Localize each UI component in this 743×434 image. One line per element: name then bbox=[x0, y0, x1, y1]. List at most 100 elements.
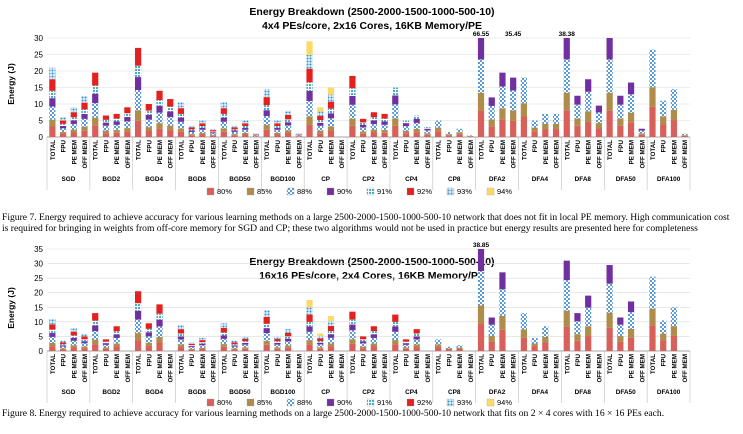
bar-label: FPU bbox=[532, 139, 539, 152]
bar-label: OFF MEM bbox=[125, 140, 132, 169]
bar-segment bbox=[177, 131, 185, 137]
bar-segment bbox=[274, 123, 281, 126]
y-tick-label: 20 bbox=[34, 289, 43, 298]
bar-label: TOTAL bbox=[650, 354, 657, 374]
bar-segment bbox=[113, 337, 120, 344]
bar-segment bbox=[531, 343, 538, 347]
bar-segment bbox=[285, 122, 292, 126]
bar-segment bbox=[638, 130, 645, 134]
bar-segment bbox=[81, 109, 88, 114]
bar-segment bbox=[499, 272, 506, 290]
bar-segment bbox=[445, 349, 452, 351]
bar-segment bbox=[274, 348, 281, 351]
legend-label: 88% bbox=[297, 398, 312, 407]
bar-segment bbox=[349, 104, 356, 119]
bar-label: PE MEM bbox=[200, 140, 207, 164]
bar-segment bbox=[381, 132, 388, 137]
bar-segment bbox=[370, 343, 377, 347]
bar-segment bbox=[349, 311, 356, 320]
bar-segment bbox=[231, 130, 238, 132]
bar-label: OFF MEM bbox=[296, 354, 303, 383]
bar-segment bbox=[660, 124, 667, 137]
bar-segment bbox=[435, 339, 442, 345]
bar-segment bbox=[617, 118, 624, 126]
bar-label: TOTAL bbox=[350, 140, 357, 160]
legend-label: 85% bbox=[257, 398, 272, 407]
bar-segment bbox=[649, 49, 656, 88]
group-label: CP2 bbox=[362, 389, 375, 396]
bar-segment bbox=[199, 337, 206, 341]
bar-segment bbox=[606, 327, 613, 351]
bar-segment bbox=[242, 126, 249, 128]
group-label: DFA50 bbox=[616, 176, 636, 183]
bar-segment bbox=[49, 67, 56, 80]
bar-label: FPU bbox=[532, 353, 539, 366]
bar-segment bbox=[349, 343, 356, 351]
bar-segment bbox=[424, 134, 431, 137]
bar-segment bbox=[649, 325, 656, 351]
bar-segment bbox=[317, 111, 324, 116]
bar-segment bbox=[392, 321, 399, 327]
legend-swatch bbox=[326, 398, 335, 407]
bar-segment bbox=[306, 307, 313, 315]
bar-segment bbox=[435, 131, 442, 137]
bar-segment bbox=[177, 128, 185, 132]
bar-label: FPU bbox=[361, 139, 368, 152]
bar-label: FPU bbox=[275, 353, 282, 366]
bar-segment bbox=[349, 319, 356, 325]
bar-segment bbox=[402, 126, 410, 131]
bar-segment bbox=[242, 123, 249, 126]
bar-segment bbox=[285, 347, 292, 351]
bar-segment bbox=[70, 107, 77, 113]
group-label: BGD50 bbox=[229, 176, 251, 183]
bar-label: OFF MEM bbox=[468, 354, 475, 383]
bar-segment bbox=[370, 112, 377, 118]
bar-segment bbox=[59, 344, 67, 346]
bar-segment bbox=[113, 132, 120, 137]
bar-segment bbox=[285, 329, 292, 333]
bar-segment bbox=[220, 332, 227, 336]
bar-label: FPU bbox=[575, 353, 582, 366]
bar-segment bbox=[81, 343, 88, 347]
bar-segment bbox=[595, 112, 603, 124]
bar-segment bbox=[242, 344, 249, 348]
bar-segment bbox=[49, 126, 56, 137]
bar-segment bbox=[145, 110, 152, 115]
bar-label: PE MEM bbox=[629, 354, 636, 378]
group-label: DFA100 bbox=[657, 389, 681, 396]
bar-label: FPU bbox=[318, 353, 325, 366]
bar-segment bbox=[327, 346, 335, 351]
bar-segment bbox=[177, 329, 185, 334]
bar-segment bbox=[242, 127, 249, 130]
bar-segment bbox=[327, 126, 335, 131]
bar-segment bbox=[681, 135, 688, 137]
bar-segment bbox=[402, 343, 410, 345]
legend-label: 92% bbox=[417, 187, 432, 196]
bar-segment bbox=[59, 346, 67, 349]
bar-segment bbox=[188, 343, 195, 346]
bar-segment bbox=[92, 331, 99, 340]
bar-segment bbox=[81, 348, 88, 351]
bar-segment bbox=[370, 132, 377, 137]
bar-segment bbox=[435, 120, 442, 128]
bar-segment bbox=[552, 113, 560, 124]
bar-segment bbox=[327, 130, 335, 137]
bar-segment bbox=[252, 134, 260, 135]
bar-label: TOTAL bbox=[436, 140, 443, 160]
bar-segment bbox=[552, 123, 560, 130]
legend-swatch bbox=[446, 187, 455, 196]
bar-segment bbox=[467, 136, 474, 137]
bar-segment bbox=[145, 114, 152, 120]
bar-label: FPU bbox=[361, 353, 368, 366]
bar-segment bbox=[499, 315, 506, 330]
bar-segment bbox=[381, 113, 388, 119]
legend-swatch bbox=[446, 398, 455, 407]
bar-segment bbox=[92, 339, 99, 345]
group-label: DFA100 bbox=[657, 176, 681, 183]
bar-segment bbox=[210, 130, 217, 132]
group-label: CP4 bbox=[405, 389, 418, 396]
group-label: CP8 bbox=[448, 389, 461, 396]
bar-segment bbox=[327, 118, 335, 127]
bar-segment bbox=[210, 128, 217, 131]
bar-label: FPU bbox=[146, 139, 153, 152]
